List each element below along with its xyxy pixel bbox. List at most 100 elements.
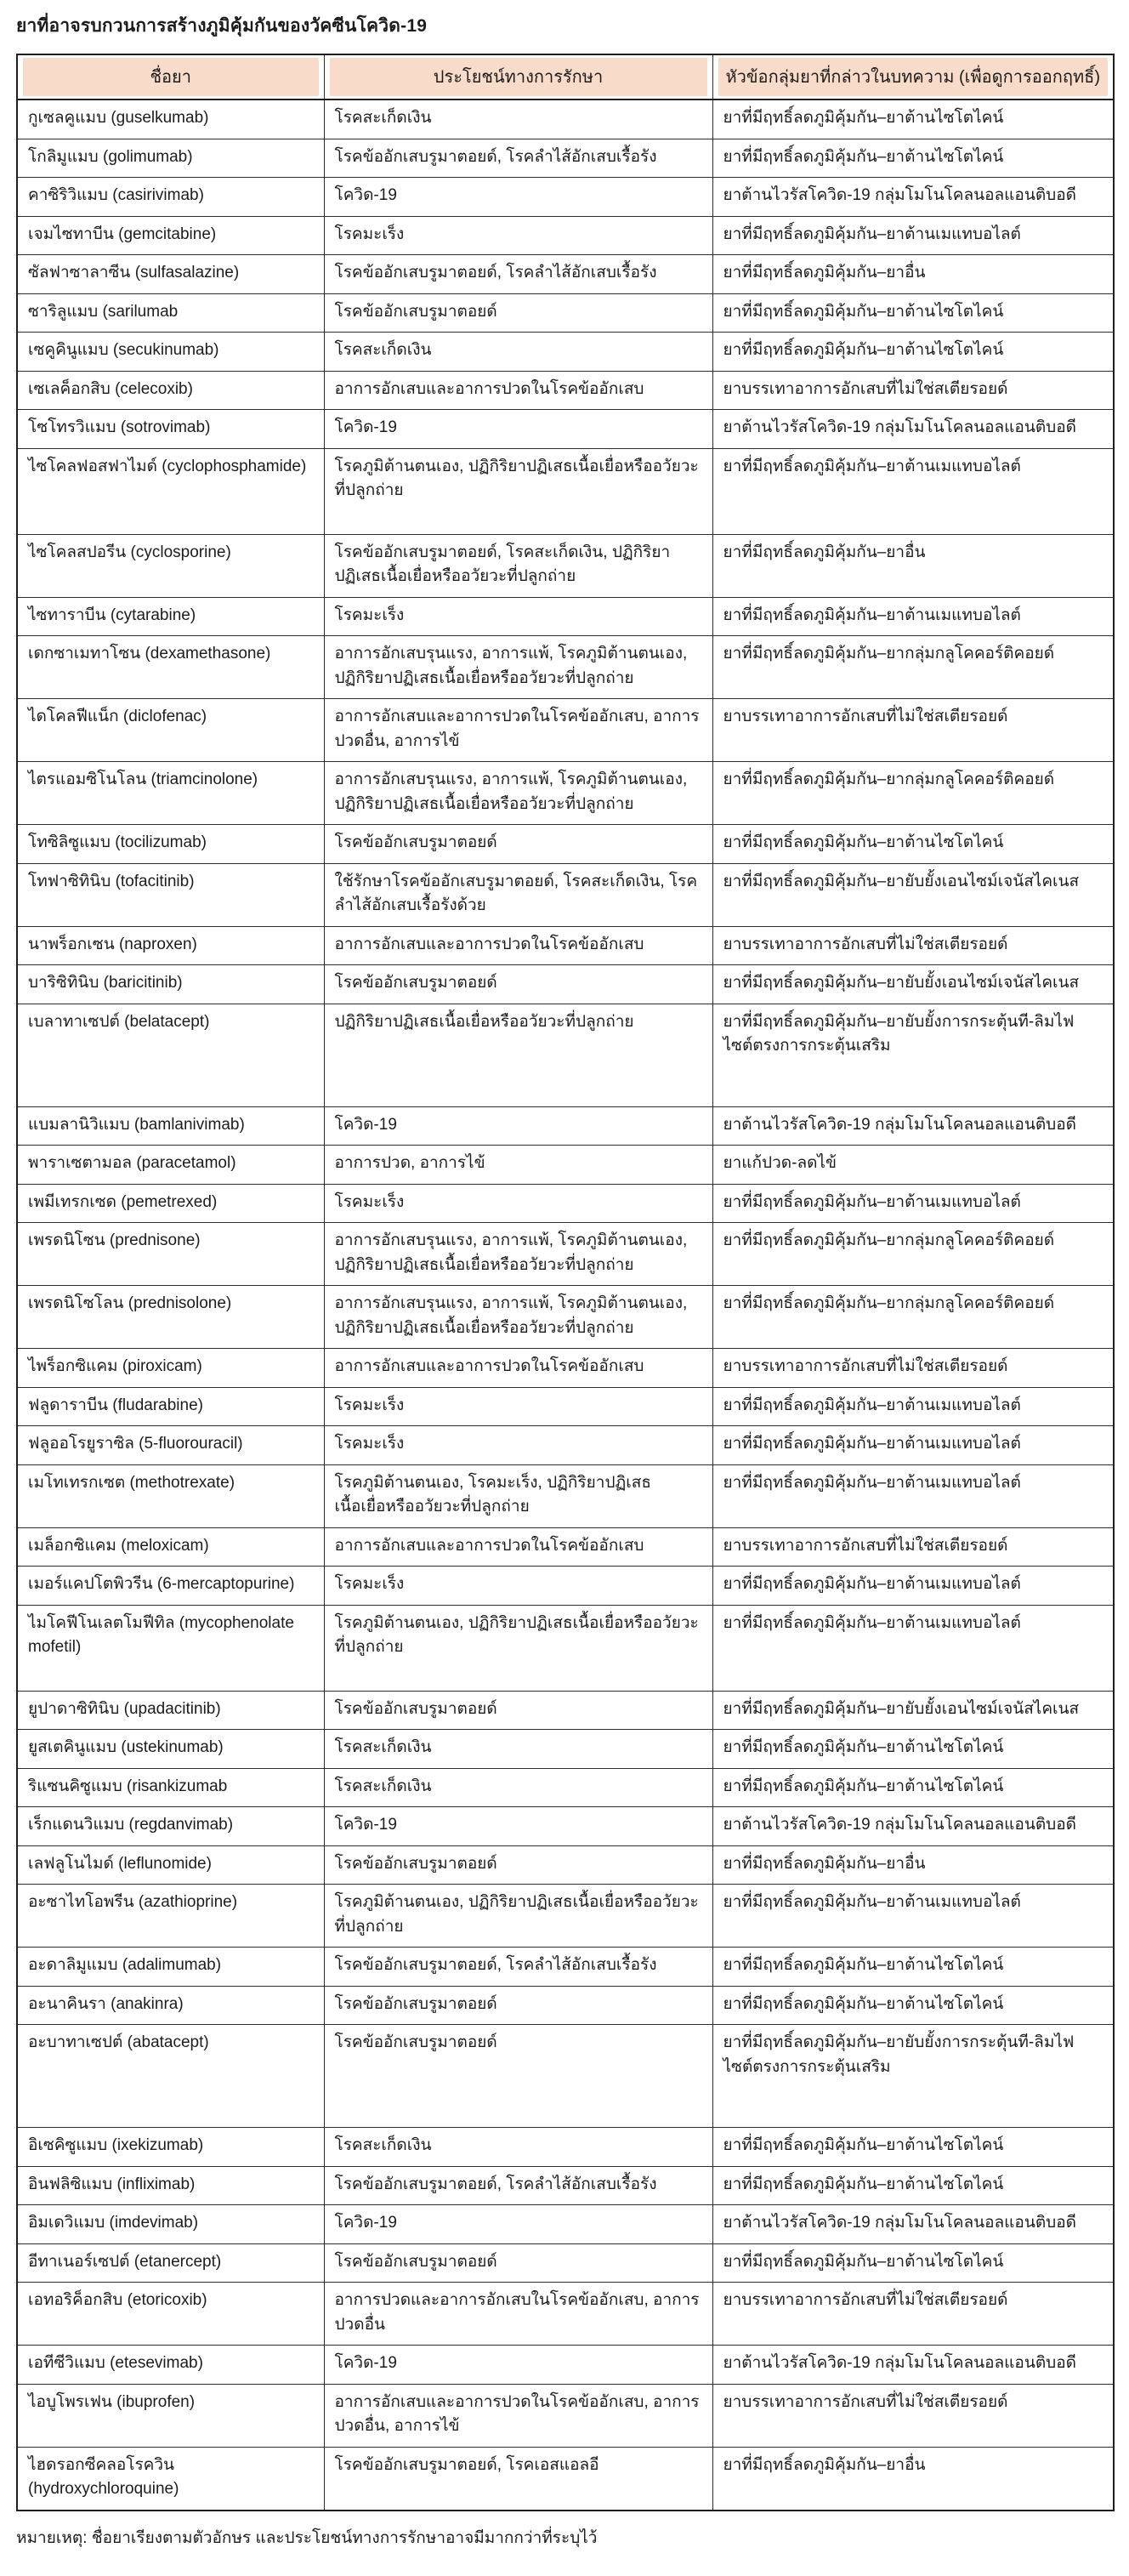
table-row: เบลาทาเซปต์ (belatacept) ปฏิกิริยาปฏิเสธ… [16,1003,1115,1107]
table-row: ยูสเตคินูแมบ (ustekinumab) โรคสะเก็ดเงิน… [16,1729,1115,1769]
group-cell: ยาที่มีฤทธิ์ลดภูมิคุ้มกัน–ยายับยั้งเอนไซ… [712,964,1115,1004]
use-cell: โควิด-19 [323,2345,713,2385]
use-cell: โรคมะเร็ง [323,596,713,636]
group-cell: ยาต้านไวรัสโควิด-19 กลุ่มโมโนโคลนอลแอนติ… [712,2204,1115,2244]
group-cell: ยาบรรเทาอาการอักเสบที่ไม่ใช่สเตียรอยด์ [712,698,1115,762]
table-row: เมล็อกซิแคม (meloxicam) อาการอักเสบและอา… [16,1527,1115,1567]
table-row: โกลิมูแมบ (golimumab) โรคข้ออักเสบรูมาตอ… [16,138,1115,178]
table-header: ชื่อยา ประโยชน์ทางการรักษา หัวข้อกลุ่มยา… [16,54,1115,100]
drug-name-cell: โกลิมูแมบ (golimumab) [16,138,325,178]
column-header-drug-name-label: ชื่อยา [23,58,319,96]
group-cell: ยาต้านไวรัสโควิด-19 กลุ่มโมโนโคลนอลแอนติ… [712,1106,1115,1146]
table-row: โทฟาซิทินิบ (tofacitinib) ใช้รักษาโรคข้อ… [16,862,1115,927]
group-cell: ยาต้านไวรัสโควิด-19 กลุ่มโมโนโคลนอลแอนติ… [712,409,1115,449]
table-row: พาราเซตามอล (paracetamol) อาการปวด, อากา… [16,1145,1115,1185]
drug-name-cell: เอทอริค็อกสิบ (etoricoxib) [16,2282,325,2346]
drug-name-cell: อะดาลิมูแมบ (adalimumab) [16,1947,325,1987]
use-cell: โรคภูมิต้านตนเอง, ปฏิกิริยาปฏิเสธเนื้อเย… [323,1604,713,1692]
table-row: ไฮดรอกซีคลอโรควิน (hydroxychloroquine) โ… [16,2446,1115,2511]
table-row: ไตรแอมซิโนโลน (triamcinolone) อาการอักเส… [16,761,1115,825]
drug-name-cell: ฟลูออโรยูราซิล (5-fluorouracil) [16,1425,325,1465]
group-cell: ยาที่มีฤทธิ์ลดภูมิคุ้มกัน–ยากลุ่มกลูโคคอ… [712,1285,1115,1349]
table-row: อีทาเนอร์เซปต์ (etanercept) โรคข้ออักเสบ… [16,2243,1115,2283]
use-cell: อาการอักเสบและอาการปวดในโรคข้ออักเสบ [323,370,713,410]
use-cell: อาการอักเสบรุนแรง, อาการแพ้, โรคภูมิต้าน… [323,1222,713,1286]
drug-name-cell: ซัลฟาซาลาซีน (sulfasalazine) [16,254,325,294]
group-cell: ยาที่มีฤทธิ์ลดภูมิคุ้มกัน–ยาต้านเมแทบอไล… [712,1386,1115,1426]
use-cell: โรคสะเก็ดเงิน [323,2127,713,2167]
drug-name-cell: ไซโคลสปอรีน (cyclosporine) [16,533,325,598]
table-row: เซเลค็อกสิบ (celecoxib) อาการอักเสบและอา… [16,370,1115,410]
use-cell: อาการปวด, อาการไข้ [323,1145,713,1185]
group-cell: ยาที่มีฤทธิ์ลดภูมิคุ้มกัน–ยากลุ่มกลูโคคอ… [712,761,1115,825]
table-row: ริแซนคิซูแมบ (risankizumab โรคสะเก็ดเงิน… [16,1767,1115,1807]
drug-name-cell: ฟลูดาราบีน (fludarabine) [16,1386,325,1426]
column-header-drug-name: ชื่อยา [16,54,325,100]
group-cell: ยาที่มีฤทธิ์ลดภูมิคุ้มกัน–ยาอื่น [712,254,1115,294]
drug-name-cell: อิเซคิซูแมบ (ixekizumab) [16,2127,325,2167]
group-cell: ยาที่มีฤทธิ์ลดภูมิคุ้มกัน–ยาต้านเมแทบอไล… [712,1566,1115,1606]
group-cell: ยาที่มีฤทธิ์ลดภูมิคุ้มกัน–ยาต้านเมแทบอไล… [712,596,1115,636]
group-cell: ยาที่มีฤทธิ์ลดภูมิคุ้มกัน–ยาต้านไซโตไคน์ [712,99,1115,139]
use-cell: โรคสะเก็ดเงิน [323,99,713,139]
footnote: หมายเหตุ: ชื่อยาเรียงตามตัวอักษร และประโ… [16,2528,598,2547]
table-row: แบมลานิวิแมบ (bamlanivimab) โควิด-19 ยาต… [16,1106,1115,1146]
drug-name-cell: อีทาเนอร์เซปต์ (etanercept) [16,2243,325,2283]
drug-name-cell: ไซโคลฟอสฟาไมด์ (cyclophosphamide) [16,447,325,535]
group-cell: ยาต้านไวรัสโควิด-19 กลุ่มโมโนโคลนอลแอนติ… [712,1806,1115,1846]
table-row: เซคูคินูแมบ (secukinumab) โรคสะเก็ดเงิน … [16,332,1115,372]
table-row: ไซโคลฟอสฟาไมด์ (cyclophosphamide) โรคภูม… [16,447,1115,535]
table-row: เอทอริค็อกสิบ (etoricoxib) อาการปวดและอา… [16,2282,1115,2346]
use-cell: โรคข้ออักเสบรูมาตอยด์, โรคลำไส้อักเสบเรื… [323,1947,713,1987]
table-row: ไอบูโพรเฟน (ibuprofen) อาการอักเสบและอาก… [16,2383,1115,2448]
use-cell: โรคข้ออักเสบรูมาตอยด์ [323,2243,713,2283]
group-cell: ยาบรรเทาอาการอักเสบที่ไม่ใช่สเตียรอยด์ [712,2383,1115,2448]
table-row: นาพร็อกเซน (naproxen) อาการอักเสบและอากา… [16,925,1115,965]
drug-name-cell: เมอร์แคปโตพิวรีน (6-mercaptopurine) [16,1566,325,1606]
drug-name-cell: อะซาไทโอพรีน (azathioprine) [16,1884,325,1948]
table-row: เอทีซีวิแมบ (etesevimab) โควิด-19 ยาต้าน… [16,2345,1115,2385]
group-cell: ยาที่มีฤทธิ์ลดภูมิคุ้มกัน–ยาอื่น [712,2446,1115,2511]
drug-name-cell: เบลาทาเซปต์ (belatacept) [16,1003,325,1107]
group-cell: ยาแก้ปวด-ลดไข้ [712,1145,1115,1185]
group-cell: ยาบรรเทาอาการอักเสบที่ไม่ใช่สเตียรอยด์ [712,1348,1115,1388]
group-cell: ยาบรรเทาอาการอักเสบที่ไม่ใช่สเตียรอยด์ [712,925,1115,965]
group-cell: ยาที่มีฤทธิ์ลดภูมิคุ้มกัน–ยายับยั้งเอนไซ… [712,1690,1115,1730]
group-cell: ยาที่มีฤทธิ์ลดภูมิคุ้มกัน–ยายับยั้งการกร… [712,2024,1115,2128]
drug-name-cell: เอทีซีวิแมบ (etesevimab) [16,2345,325,2385]
group-cell: ยาที่มีฤทธิ์ลดภูมิคุ้มกัน–ยาต้านไซโตไคน์ [712,2127,1115,2167]
group-cell: ยาที่มีฤทธิ์ลดภูมิคุ้มกัน–ยาอื่น [712,533,1115,598]
drug-name-cell: ไฮดรอกซีคลอโรควิน (hydroxychloroquine) [16,2446,325,2511]
group-cell: ยาที่มีฤทธิ์ลดภูมิคุ้มกัน–ยาต้านเมแทบอไล… [712,1464,1115,1528]
drug-table: ชื่อยา ประโยชน์ทางการรักษา หัวข้อกลุ่มยา… [16,54,1115,2511]
drug-name-cell: โทฟาซิทินิบ (tofacitinib) [16,862,325,927]
use-cell: โรคมะเร็ง [323,1566,713,1606]
table-row: ยูปาดาซิทินิบ (upadacitinib) โรคข้ออักเส… [16,1690,1115,1730]
use-cell: โรคข้ออักเสบรูมาตอยด์, โรคลำไส้อักเสบเรื… [323,254,713,294]
drug-name-cell: เพมีเทรกเซด (pemetrexed) [16,1183,325,1223]
use-cell: โควิด-19 [323,177,713,217]
group-cell: ยาที่มีฤทธิ์ลดภูมิคุ้มกัน–ยากลุ่มกลูโคคอ… [712,1222,1115,1286]
use-cell: อาการอักเสบรุนแรง, อาการแพ้, โรคภูมิต้าน… [323,761,713,825]
use-cell: โรคข้ออักเสบรูมาตอยด์, โรคสะเก็ดเงิน, ปฏ… [323,533,713,598]
drug-name-cell: เพรดนิโซน (prednisone) [16,1222,325,1286]
group-cell: ยาบรรเทาอาการอักเสบที่ไม่ใช่สเตียรอยด์ [712,2282,1115,2346]
use-cell: โรคมะเร็ง [323,1425,713,1465]
table-row: ไดโคลฟีแน็ก (diclofenac) อาการอักเสบและอ… [16,698,1115,762]
table-row: เดกซาเมทาโซน (dexamethasone) อาการอักเสบ… [16,635,1115,699]
column-header-drug-group: หัวข้อกลุ่มยาที่กล่าวในบทความ (เพื่อดูกา… [712,54,1115,100]
drug-name-cell: โทซิลิซูแมบ (tocilizumab) [16,824,325,864]
group-cell: ยาที่มีฤทธิ์ลดภูมิคุ้มกัน–ยาต้านไซโตไคน์ [712,1947,1115,1987]
drug-name-cell: บาริซิทินิบ (baricitinib) [16,964,325,1004]
use-cell: อาการอักเสบและอาการปวดในโรคข้ออักเสบ [323,1527,713,1567]
drug-name-cell: ไตรแอมซิโนโลน (triamcinolone) [16,761,325,825]
use-cell: ใช้รักษาโรคข้ออักเสบรูมาตอยด์, โรคสะเก็ด… [323,862,713,927]
group-cell: ยาที่มีฤทธิ์ลดภูมิคุ้มกัน–ยาต้านไซโตไคน์ [712,1729,1115,1769]
use-cell: อาการอักเสบและอาการปวดในโรคข้ออักเสบ, อา… [323,2383,713,2448]
use-cell: ปฏิกิริยาปฏิเสธเนื้อเยื่อหรืออวัยวะที่ปล… [323,1003,713,1107]
group-cell: ยาที่มีฤทธิ์ลดภูมิคุ้มกัน–ยาต้านเมแทบอไล… [712,1604,1115,1692]
drug-name-cell: อินฟลิซิแมบ (infliximab) [16,2165,325,2205]
group-cell: ยาบรรเทาอาการอักเสบที่ไม่ใช่สเตียรอยด์ [712,370,1115,410]
table-row: โซโทรวิแมบ (sotrovimab) โควิด-19 ยาต้านไ… [16,409,1115,449]
